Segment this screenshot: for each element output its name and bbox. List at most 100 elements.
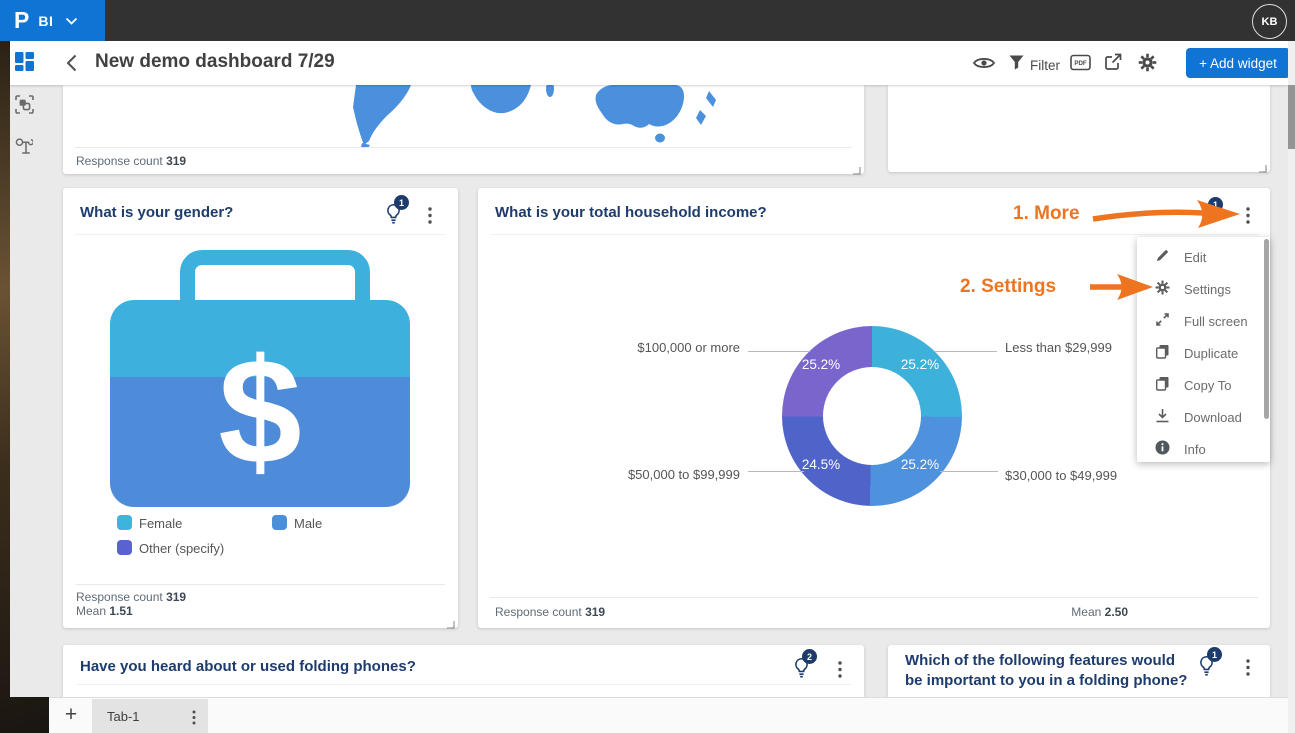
insights-button[interactable]: 1	[385, 195, 409, 230]
dashboard-settings-button[interactable]	[1138, 53, 1157, 77]
legend-swatch	[272, 515, 287, 530]
header-divider	[75, 234, 446, 235]
back-button[interactable]	[64, 52, 79, 79]
add-widget-button[interactable]: + Add widget	[1186, 48, 1290, 78]
scrollbar-thumb[interactable]	[1288, 85, 1295, 149]
legend-label[interactable]: Male	[294, 516, 323, 531]
menu-item-full-screen[interactable]: Full screen	[1137, 305, 1270, 337]
share-button[interactable]	[1104, 53, 1123, 76]
footer-divider	[75, 147, 852, 148]
widget-title: Have you heard about or used folding pho…	[80, 658, 416, 675]
menu-item-edit[interactable]: Edit	[1137, 241, 1270, 273]
sidebar-item-pulse[interactable]	[15, 136, 35, 162]
response-count: Response count 319	[76, 590, 187, 604]
filter-button[interactable]: Filter	[1009, 55, 1060, 75]
menu-item-settings[interactable]: Settings	[1137, 273, 1270, 305]
header-divider	[76, 684, 851, 685]
filter-label: Filter	[1030, 57, 1060, 73]
mean-value: Mean 1.51	[76, 604, 133, 618]
gear-icon	[1155, 280, 1170, 298]
slice-value-label: 24.5%	[801, 457, 841, 472]
user-avatar[interactable]: KB	[1252, 4, 1287, 39]
lightbulb-icon	[385, 203, 402, 229]
share-icon	[1104, 53, 1123, 76]
app-switcher[interactable]: P BI	[0, 0, 105, 41]
widget-title: What is your total household income?	[495, 204, 767, 221]
lightbulb-icon	[793, 657, 810, 683]
widget-menu-button[interactable]	[1242, 657, 1254, 683]
fullscreen-icon	[1155, 312, 1170, 330]
legend-label[interactable]: Other (specify)	[139, 541, 225, 556]
menu-item-duplicate[interactable]: Duplicate	[1137, 337, 1270, 369]
slice-callout-label: $50,000 to $99,999	[627, 467, 740, 482]
slice-callout-label: Less than $29,999	[1005, 340, 1112, 355]
income-donut-chart[interactable]: 25.2% 25.2% 24.5% 25.2%	[782, 326, 962, 506]
download-icon	[1155, 408, 1170, 426]
info-icon	[1155, 440, 1170, 458]
pdf-icon: PDF	[1070, 53, 1091, 77]
page-scrollbar[interactable]	[1288, 41, 1295, 733]
callout-line	[748, 351, 810, 352]
menu-item-download[interactable]: Download	[1137, 401, 1270, 433]
kebab-icon	[838, 661, 842, 682]
slice-callout-label: $100,000 or more	[637, 340, 740, 355]
preview-button[interactable]	[972, 56, 996, 75]
tab-menu-button[interactable]	[188, 708, 200, 732]
slice-value-label: 25.2%	[900, 357, 940, 372]
insight-count-badge: 1	[1207, 647, 1222, 662]
export-pdf-button[interactable]: PDF	[1070, 53, 1091, 77]
slice-value-label: 25.2%	[801, 357, 841, 372]
chevron-down-icon	[65, 17, 78, 25]
product-name: BI	[38, 12, 54, 29]
tab-bar: + Tab-1	[49, 697, 1288, 733]
menu-item-copy-to[interactable]: Copy To	[1137, 369, 1270, 401]
funnel-icon	[1009, 55, 1024, 75]
response-count: Response count 319	[495, 605, 606, 619]
insight-count-badge: 2	[802, 649, 817, 664]
widget-context-menu: Edit Settings Full screen Duplicate Copy…	[1137, 237, 1270, 462]
resize-handle-icon[interactable]	[1258, 160, 1267, 178]
widget-empty	[888, 85, 1270, 173]
world-map-chart[interactable]	[63, 85, 864, 147]
menu-item-info[interactable]: Info	[1137, 433, 1270, 465]
gear-icon	[1138, 53, 1157, 77]
menu-scrollbar-thumb[interactable]	[1264, 239, 1269, 419]
annotation-arrow-1	[1092, 200, 1240, 228]
widget-menu-button[interactable]	[424, 205, 436, 231]
add-tab-button[interactable]: +	[64, 703, 78, 726]
pulse-icon	[15, 138, 35, 161]
legend-label[interactable]: Female	[139, 516, 183, 531]
tab-1[interactable]: Tab-1	[92, 699, 208, 733]
legend-swatch	[117, 515, 132, 530]
kebab-icon	[1246, 207, 1250, 228]
widget-title: Which of the following features would be…	[905, 652, 1188, 689]
sidebar-item-data[interactable]	[15, 95, 34, 119]
dollar-sign: $	[218, 327, 302, 495]
slice-callout-label: $30,000 to $49,999	[1005, 468, 1118, 483]
callout-line	[748, 471, 804, 472]
insights-button[interactable]: 1	[1198, 647, 1222, 682]
insights-button[interactable]: 2	[793, 649, 817, 684]
duplicate-icon	[1155, 344, 1170, 362]
svg-text:PDF: PDF	[1074, 60, 1087, 67]
widget-menu-button[interactable]	[834, 659, 846, 685]
eye-icon	[972, 56, 996, 75]
footer-divider	[76, 584, 445, 585]
response-count: Response count 319	[76, 154, 187, 168]
chevron-left-icon	[66, 54, 77, 76]
pencil-icon	[1155, 248, 1170, 266]
callout-line	[935, 351, 997, 352]
kebab-icon	[1246, 659, 1250, 680]
widget-map: Response count 319	[63, 85, 864, 175]
tab-label: Tab-1	[107, 708, 140, 724]
resize-handle-icon[interactable]	[852, 162, 861, 180]
sidebar-item-dashboards[interactable]	[15, 52, 34, 76]
annotation-step-2: 2. Settings	[960, 276, 1057, 297]
kebab-icon	[192, 710, 196, 725]
data-frame-icon	[15, 95, 34, 118]
legend-swatch	[117, 540, 132, 555]
resize-handle-icon[interactable]	[446, 616, 455, 634]
page-title: New demo dashboard 7/29	[95, 51, 335, 72]
widget-menu-button[interactable]	[1242, 205, 1254, 231]
